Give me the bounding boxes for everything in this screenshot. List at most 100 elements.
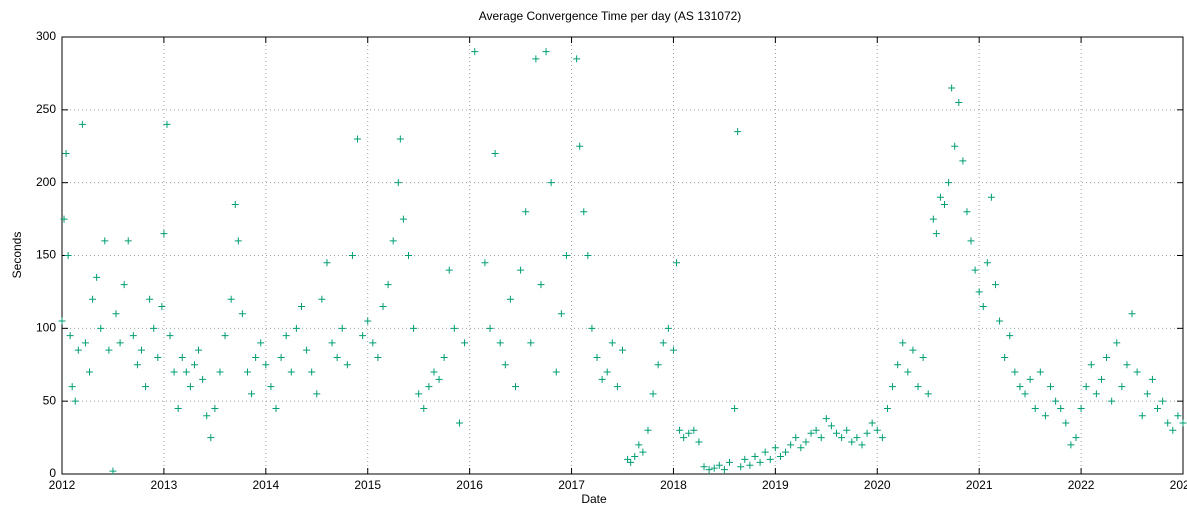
point: [792, 434, 800, 442]
point: [863, 429, 871, 437]
point: [914, 383, 922, 391]
point: [899, 339, 907, 347]
point: [932, 230, 940, 238]
point: [425, 383, 433, 391]
point: [726, 458, 734, 466]
point: [542, 48, 550, 56]
point: [74, 346, 82, 354]
point: [66, 332, 74, 340]
point: [150, 324, 158, 332]
point: [971, 266, 979, 274]
point: [731, 404, 739, 412]
point: [576, 142, 584, 150]
point: [445, 266, 453, 274]
point: [440, 353, 448, 361]
point: [1138, 412, 1146, 420]
point: [833, 429, 841, 437]
point: [64, 252, 72, 259]
point: [573, 55, 581, 63]
point: [101, 237, 109, 245]
point: [1174, 412, 1182, 420]
point: [248, 390, 256, 398]
point: [787, 441, 795, 449]
point: [364, 317, 372, 325]
x-tick-label: 2020: [864, 478, 891, 492]
point: [983, 259, 991, 267]
point: [817, 434, 825, 442]
point: [1011, 368, 1019, 376]
x-tick-label: 2021: [966, 478, 993, 492]
y-tick-label: 50: [43, 393, 57, 407]
point: [680, 434, 688, 442]
point: [710, 464, 718, 472]
point: [231, 201, 239, 209]
point: [741, 455, 749, 463]
point: [203, 412, 211, 420]
x-tick-label: 2022: [1068, 478, 1095, 492]
point: [868, 419, 876, 427]
point: [598, 375, 606, 383]
point: [496, 339, 504, 347]
point: [924, 390, 932, 398]
point: [404, 252, 412, 259]
point: [991, 281, 999, 289]
point: [853, 434, 861, 442]
point: [1021, 390, 1029, 398]
point: [252, 353, 260, 361]
point: [221, 332, 229, 340]
point: [216, 368, 224, 376]
point: [1072, 434, 1080, 442]
point: [1016, 383, 1024, 391]
point: [333, 353, 341, 361]
point: [1143, 390, 1151, 398]
point: [639, 448, 647, 456]
point: [211, 404, 219, 412]
point: [71, 397, 79, 405]
point: [506, 295, 514, 303]
point: [374, 353, 382, 361]
point: [878, 434, 886, 442]
point: [929, 215, 937, 223]
point: [955, 99, 963, 107]
point: [182, 368, 190, 376]
point: [562, 252, 570, 259]
point: [1179, 419, 1187, 427]
point: [979, 302, 987, 310]
point: [1067, 441, 1075, 449]
point: [959, 157, 967, 165]
point: [142, 383, 150, 391]
point: [1052, 397, 1060, 405]
point: [532, 55, 540, 63]
point: [1031, 404, 1039, 412]
point: [1118, 383, 1126, 391]
point: [86, 368, 94, 376]
point: [166, 332, 174, 340]
point: [838, 434, 846, 442]
point: [354, 135, 362, 143]
point: [461, 339, 469, 347]
point: [89, 295, 97, 303]
point: [234, 237, 242, 245]
point: [673, 259, 681, 267]
point: [695, 438, 703, 446]
point: [700, 463, 708, 471]
point: [1087, 361, 1095, 369]
point: [1082, 383, 1090, 391]
point: [396, 135, 404, 143]
point: [1057, 404, 1065, 412]
point: [909, 346, 917, 354]
point: [843, 426, 851, 434]
point: [690, 426, 698, 434]
point: [627, 458, 635, 466]
point: [967, 237, 975, 245]
point: [257, 339, 265, 347]
point: [1103, 353, 1111, 361]
point: [1001, 353, 1009, 361]
point: [154, 353, 162, 361]
point: [1169, 426, 1177, 434]
point: [272, 404, 280, 412]
point: [1097, 375, 1105, 383]
x-tick-label: 2013: [151, 478, 178, 492]
point: [889, 383, 897, 391]
